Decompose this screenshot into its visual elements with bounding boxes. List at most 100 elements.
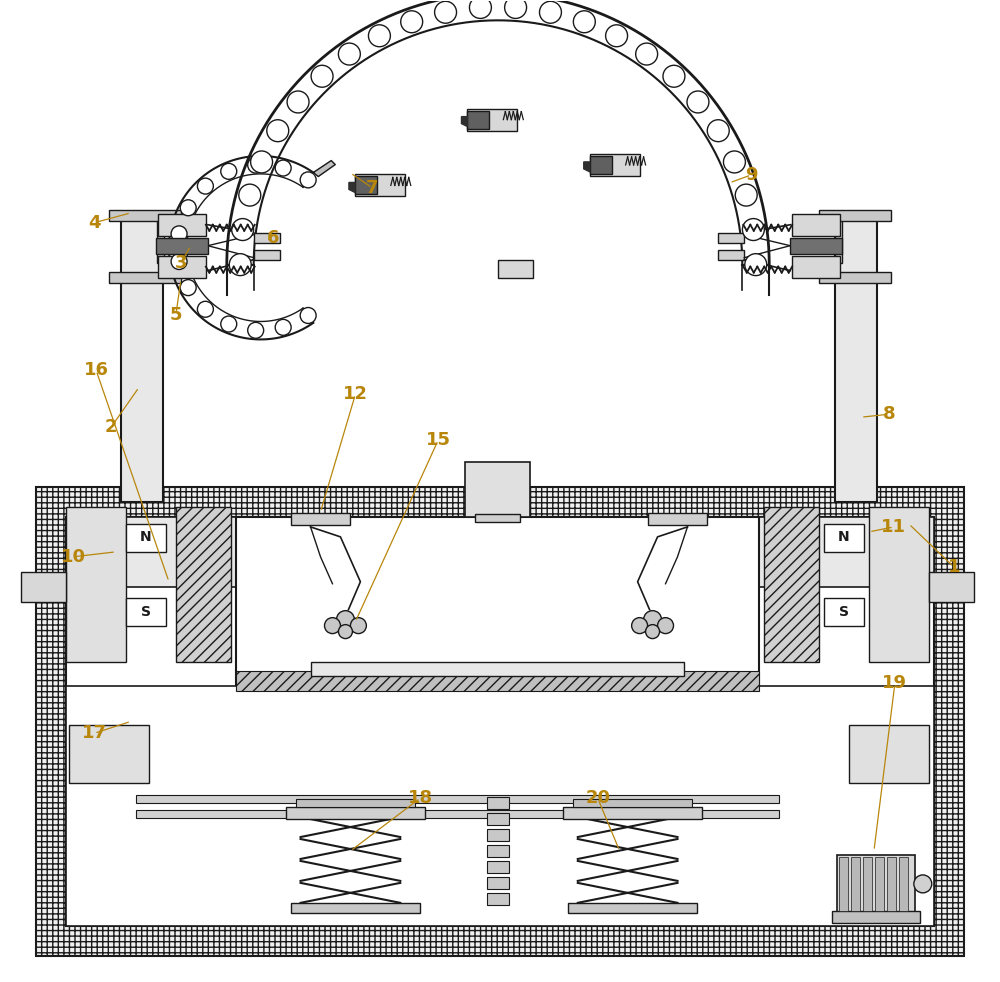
Polygon shape bbox=[313, 161, 335, 177]
Circle shape bbox=[505, 0, 527, 19]
Bar bbox=[157, 213, 164, 262]
Bar bbox=[254, 249, 280, 259]
Bar bbox=[573, 799, 692, 807]
Bar bbox=[66, 517, 934, 926]
Bar bbox=[790, 238, 842, 253]
Circle shape bbox=[275, 319, 291, 335]
Circle shape bbox=[171, 226, 187, 242]
Circle shape bbox=[687, 91, 709, 113]
Bar bbox=[792, 214, 840, 236]
Bar bbox=[465, 463, 530, 517]
Circle shape bbox=[742, 219, 764, 241]
Text: S: S bbox=[839, 605, 849, 619]
Circle shape bbox=[239, 185, 261, 206]
Circle shape bbox=[338, 625, 352, 638]
Text: 15: 15 bbox=[426, 431, 451, 449]
Polygon shape bbox=[349, 183, 355, 192]
Circle shape bbox=[914, 875, 932, 893]
Text: N: N bbox=[140, 530, 152, 544]
Text: 12: 12 bbox=[343, 385, 368, 404]
Text: 8: 8 bbox=[883, 406, 895, 423]
Text: 9: 9 bbox=[745, 166, 758, 184]
Circle shape bbox=[658, 618, 674, 633]
Circle shape bbox=[248, 157, 264, 173]
Bar bbox=[236, 517, 759, 691]
Bar bbox=[851, 857, 860, 911]
Bar bbox=[475, 514, 520, 521]
Bar bbox=[286, 807, 425, 819]
Text: 6: 6 bbox=[266, 229, 279, 246]
Bar bbox=[563, 807, 702, 819]
Bar bbox=[819, 272, 891, 283]
Bar bbox=[718, 233, 744, 243]
Bar bbox=[487, 797, 509, 809]
Circle shape bbox=[229, 253, 251, 276]
Circle shape bbox=[606, 25, 628, 47]
Circle shape bbox=[221, 316, 237, 332]
Bar bbox=[467, 109, 517, 131]
Text: 3: 3 bbox=[175, 253, 187, 272]
Bar bbox=[498, 259, 533, 278]
Bar bbox=[568, 902, 697, 913]
Circle shape bbox=[287, 91, 309, 113]
Circle shape bbox=[221, 163, 237, 180]
Bar bbox=[835, 213, 842, 262]
Bar bbox=[66, 507, 126, 662]
Bar bbox=[467, 111, 489, 129]
Circle shape bbox=[539, 1, 561, 24]
Circle shape bbox=[723, 151, 745, 173]
Text: 1: 1 bbox=[947, 558, 960, 575]
Text: 10: 10 bbox=[61, 548, 86, 566]
Bar bbox=[819, 210, 891, 221]
Bar bbox=[824, 598, 864, 626]
Bar bbox=[311, 662, 684, 677]
Circle shape bbox=[311, 65, 333, 87]
Bar bbox=[648, 513, 707, 525]
Bar bbox=[887, 857, 896, 911]
Circle shape bbox=[435, 1, 457, 24]
Circle shape bbox=[368, 25, 390, 47]
Bar bbox=[66, 686, 934, 926]
Bar bbox=[296, 799, 415, 807]
Text: 16: 16 bbox=[84, 361, 109, 379]
Text: 18: 18 bbox=[408, 790, 433, 807]
Circle shape bbox=[180, 280, 196, 296]
Bar bbox=[590, 154, 640, 176]
Circle shape bbox=[275, 160, 291, 176]
Circle shape bbox=[180, 199, 196, 216]
Circle shape bbox=[197, 301, 213, 317]
Circle shape bbox=[336, 611, 354, 628]
Bar bbox=[929, 572, 974, 602]
Bar bbox=[718, 249, 744, 259]
Circle shape bbox=[232, 219, 254, 241]
Circle shape bbox=[745, 253, 767, 276]
Text: 17: 17 bbox=[82, 725, 107, 742]
Bar bbox=[835, 213, 877, 502]
Bar bbox=[875, 857, 884, 911]
Circle shape bbox=[300, 172, 316, 188]
Bar bbox=[899, 857, 908, 911]
Bar bbox=[832, 911, 920, 923]
Bar bbox=[176, 507, 231, 662]
Bar bbox=[236, 672, 759, 691]
Bar bbox=[109, 210, 181, 221]
Bar bbox=[837, 855, 915, 913]
Circle shape bbox=[636, 43, 658, 65]
Bar bbox=[66, 517, 934, 586]
Bar bbox=[158, 214, 206, 236]
Circle shape bbox=[646, 625, 660, 638]
Bar bbox=[158, 255, 206, 278]
Text: N: N bbox=[838, 530, 850, 544]
Bar bbox=[291, 902, 420, 913]
Text: 5: 5 bbox=[170, 305, 182, 323]
Bar bbox=[355, 175, 405, 196]
Circle shape bbox=[248, 322, 264, 338]
Bar bbox=[156, 238, 208, 253]
Bar bbox=[487, 877, 509, 889]
Bar bbox=[136, 810, 779, 818]
Polygon shape bbox=[584, 162, 590, 172]
Bar bbox=[849, 726, 929, 784]
Text: 7: 7 bbox=[366, 179, 379, 196]
Text: 2: 2 bbox=[105, 418, 117, 436]
Circle shape bbox=[707, 120, 729, 141]
